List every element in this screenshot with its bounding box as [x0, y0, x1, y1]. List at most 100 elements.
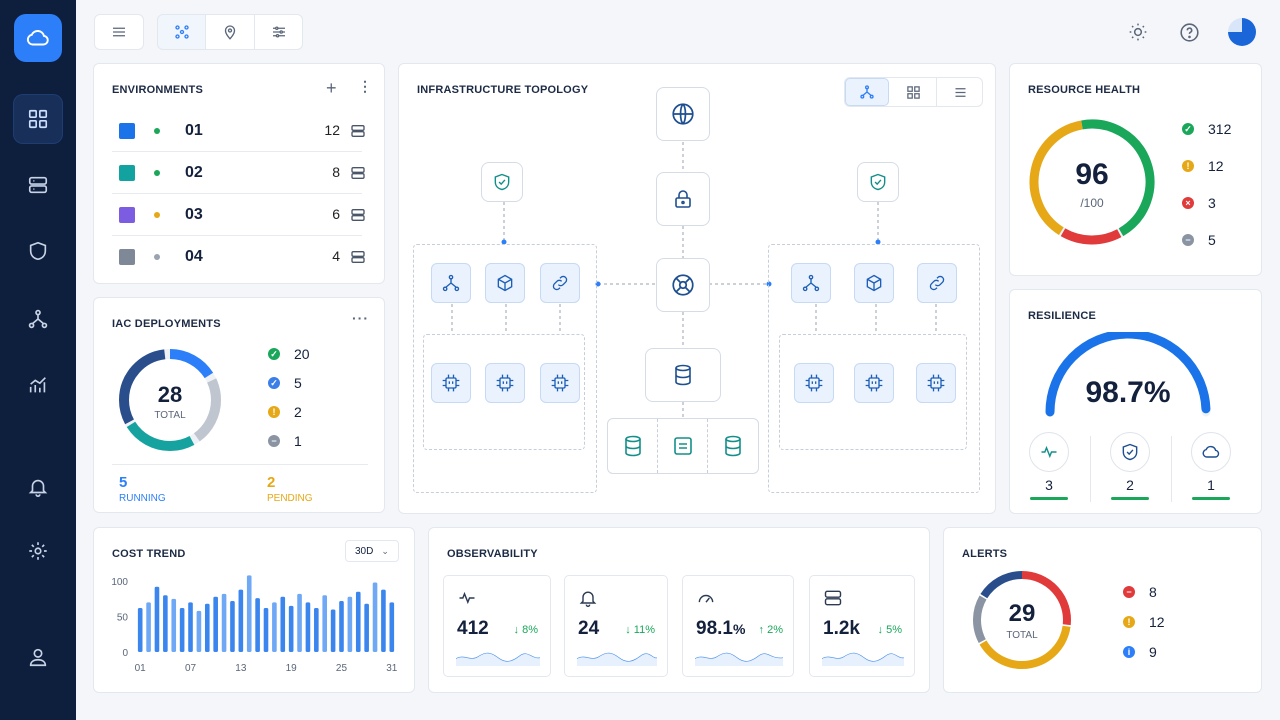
right-container-node[interactable] [854, 263, 894, 303]
sun-icon[interactable] [1126, 20, 1150, 44]
cost-bar[interactable] [246, 575, 252, 652]
range-select[interactable]: 30D ⌄ [345, 540, 399, 562]
cost-bar[interactable] [154, 586, 160, 652]
right-firewall-node[interactable] [857, 162, 899, 202]
cost-bar[interactable] [339, 600, 344, 652]
environment-row[interactable]: 03 6 [112, 194, 365, 236]
grid-view-button[interactable] [891, 78, 937, 106]
cost-bar[interactable] [381, 589, 386, 652]
environment-row[interactable]: 02 8 [112, 152, 365, 194]
pulse-icon[interactable] [1029, 432, 1069, 472]
topology-view-button[interactable] [157, 14, 206, 50]
resource-health-card: RESOURCE HEALTH 96 /100 ✓ 312! 12 × 3−5 [1009, 63, 1262, 276]
tree-view-button[interactable] [845, 78, 889, 106]
more-icon[interactable]: ⋮ [358, 78, 372, 94]
left-compute-node-2[interactable] [485, 363, 525, 403]
shield-check-icon[interactable] [1110, 432, 1150, 472]
metric-tile[interactable]: 24 ↓ 11% [564, 575, 668, 677]
legend-value: 1 [294, 433, 302, 449]
left-service-mesh-node[interactable] [431, 263, 471, 303]
cost-bar[interactable] [188, 602, 193, 652]
menu-button[interactable] [94, 14, 144, 50]
storage-icon [673, 437, 692, 455]
cost-bar[interactable] [213, 596, 218, 652]
environment-status-dot [154, 212, 160, 218]
cost-bar[interactable] [221, 593, 227, 652]
cost-bar[interactable] [355, 591, 361, 652]
server-icon[interactable] [350, 249, 366, 270]
globe-node[interactable] [656, 87, 710, 141]
more-icon[interactable]: ··· [352, 310, 369, 326]
gauge-icon [696, 588, 716, 613]
topology-nav-icon[interactable] [13, 294, 63, 344]
cost-bar[interactable] [196, 610, 202, 652]
object-storage[interactable] [658, 419, 708, 473]
cost-bar[interactable] [305, 602, 311, 652]
environment-row[interactable]: 01 12 [112, 110, 365, 152]
cloud-logo-icon[interactable] [14, 14, 62, 62]
cost-bar[interactable] [280, 596, 286, 652]
server-icon[interactable] [350, 165, 366, 186]
cost-bar[interactable] [146, 602, 151, 652]
help-icon[interactable] [1177, 20, 1201, 44]
right-compute-node-1[interactable] [794, 363, 834, 403]
cost-bar[interactable] [171, 598, 177, 652]
server-icon[interactable] [350, 207, 366, 228]
resilience-gauge-fill [1045, 332, 1211, 417]
cost-bar[interactable] [314, 608, 319, 652]
settings-nav-icon[interactable] [13, 526, 63, 576]
cost-bar[interactable] [372, 582, 378, 652]
location-view-button[interactable] [205, 14, 255, 50]
cost-bar[interactable] [204, 603, 210, 652]
cost-bar[interactable] [238, 589, 244, 652]
cost-bar[interactable] [347, 596, 353, 652]
analytics-nav-icon[interactable] [13, 360, 63, 410]
resilience-item-bar [1030, 497, 1068, 500]
cost-bar[interactable] [272, 602, 277, 652]
bell-nav-icon[interactable] [13, 462, 63, 512]
db-replica-1[interactable] [608, 419, 658, 473]
cloud-icon[interactable] [1191, 432, 1231, 472]
right-service-mesh-node[interactable] [791, 263, 831, 303]
dashboard-nav-icon[interactable] [13, 94, 63, 144]
metric-tile[interactable]: 1.2k ↓ 5% [809, 575, 915, 677]
add-icon[interactable]: + [326, 78, 337, 98]
cost-bar[interactable] [263, 608, 269, 652]
legend-item: −1 [268, 433, 302, 449]
left-firewall-node[interactable] [481, 162, 523, 202]
left-container-node[interactable] [485, 263, 525, 303]
left-compute-node-1[interactable] [431, 363, 471, 403]
right-compute-node-3[interactable] [916, 363, 956, 403]
left-link-node[interactable] [540, 263, 580, 303]
minus-icon: − [268, 435, 280, 447]
user-nav-icon[interactable] [13, 632, 63, 682]
right-link-node[interactable] [917, 263, 957, 303]
server-nav-icon[interactable] [13, 160, 63, 210]
db-replica-2[interactable] [708, 419, 758, 473]
server-icon[interactable] [350, 123, 366, 144]
legend-value: 5 [1208, 232, 1216, 248]
cost-bar[interactable] [163, 595, 168, 652]
environment-row[interactable]: 04 4 [112, 236, 365, 278]
metric-tile[interactable]: 412 ↓ 8% [443, 575, 551, 677]
cost-bar[interactable] [322, 595, 328, 652]
database-node[interactable] [645, 348, 721, 402]
cost-bar[interactable] [288, 605, 294, 652]
cost-bar[interactable] [179, 608, 185, 652]
filter-view-button[interactable] [254, 14, 303, 50]
cost-bar[interactable] [389, 602, 395, 652]
cost-bar[interactable] [364, 603, 369, 652]
shield-nav-icon[interactable] [13, 226, 63, 276]
cost-bar[interactable] [255, 598, 260, 652]
metric-tile[interactable]: 98.1% ↑ 2% [682, 575, 794, 677]
cost-bar[interactable] [137, 608, 143, 652]
avatar[interactable] [1228, 18, 1256, 46]
list-view-button[interactable] [937, 78, 983, 106]
gateway-lock-node[interactable] [656, 172, 710, 226]
right-compute-node-2[interactable] [854, 363, 894, 403]
load-balancer-node[interactable] [656, 258, 710, 312]
left-compute-node-3[interactable] [540, 363, 580, 403]
cost-bar[interactable] [297, 593, 302, 652]
cost-bar[interactable] [230, 600, 235, 652]
cost-bar[interactable] [330, 609, 336, 652]
